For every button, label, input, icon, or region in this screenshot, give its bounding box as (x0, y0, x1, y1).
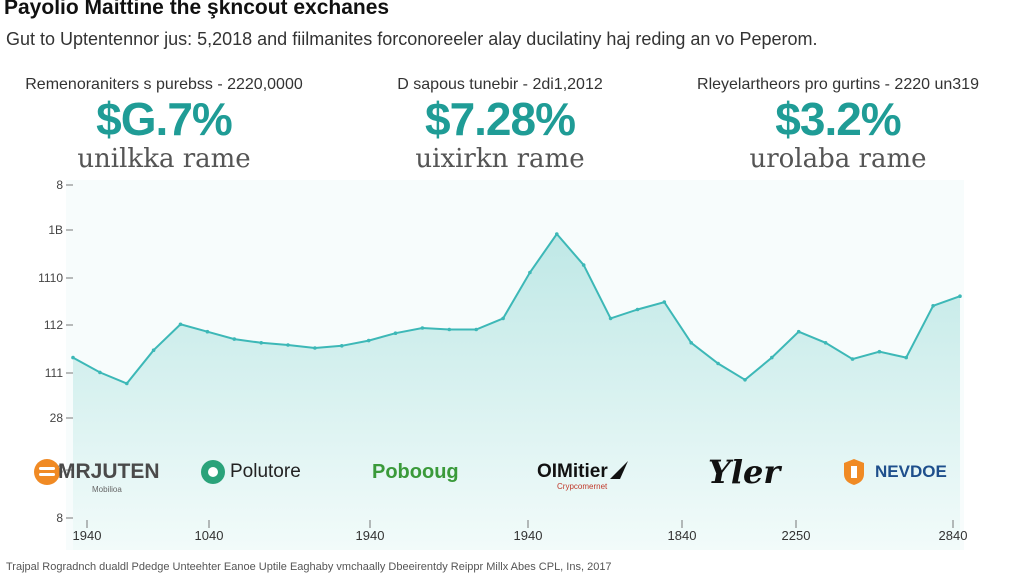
data-point (205, 329, 210, 334)
stat-caption: uixirkn rame (415, 144, 585, 174)
y-tick-label: 8 (56, 511, 63, 525)
x-tick-label: 1940 (356, 528, 385, 543)
stat-card-3: Rleyelartheors pro gurtins - 2220 un319 … (678, 76, 998, 174)
stat-value: $7.28% (424, 93, 576, 145)
logo-text: OIMitier (537, 461, 608, 482)
data-point (555, 232, 559, 236)
data-point (689, 341, 693, 345)
logo-text: Polutore (230, 461, 301, 482)
data-point (286, 343, 290, 347)
data-point (608, 316, 613, 321)
data-point (958, 294, 962, 299)
logo-mrjuten: MRJUTEN Mobilioa (32, 455, 160, 494)
data-point (743, 378, 747, 382)
stat-caption: unilkka rame (77, 144, 251, 174)
data-point (528, 270, 532, 275)
data-point (823, 341, 828, 345)
green-circle-icon (201, 460, 225, 484)
data-point (340, 344, 344, 348)
data-point (151, 348, 156, 353)
data-point (98, 370, 102, 375)
data-point (232, 337, 237, 341)
y-tick-label: 112 (44, 318, 63, 332)
y-tick-label: 1110 (38, 271, 63, 285)
stat-value: $3.2% (775, 93, 901, 145)
stat-label: Remenoraniters s purebss - 2220,0000 (25, 76, 303, 93)
logo-polutore: Polutore (200, 455, 301, 489)
x-tick-label: 1040 (195, 528, 224, 543)
stat-caption: urolaba rame (749, 144, 927, 174)
logo-text: NEVDOE (875, 462, 947, 481)
page-subtitle: Gut to Uptentennor jus: 5,2018 and fiilm… (6, 29, 818, 49)
data-point (393, 331, 398, 336)
data-point (770, 355, 774, 360)
logo-nevdoe: NEVDOE (843, 455, 947, 489)
x-tick-label: 2840 (939, 528, 968, 543)
data-point (447, 327, 452, 332)
logo-oimitier: OIMitier Crypcomernet (537, 455, 630, 491)
data-point (662, 300, 667, 304)
y-tick-label: 8 (56, 178, 63, 192)
data-point (635, 307, 640, 312)
data-point (178, 322, 183, 327)
logo-yler: Yler (708, 453, 781, 491)
data-point (366, 338, 371, 343)
data-point (501, 316, 505, 321)
stat-label: Rleyelartheors pro gurtins - 2220 un319 (697, 76, 979, 93)
orange-shield-icon (844, 459, 864, 485)
y-tick-label: 111 (45, 366, 64, 380)
data-point (420, 326, 425, 330)
x-tick-label: 1840 (668, 528, 697, 543)
page-title: Payolio Maittine the şkncout exchanes (4, 0, 390, 19)
data-point (259, 341, 264, 345)
data-point (877, 349, 882, 354)
data-point (313, 346, 317, 350)
data-point (796, 329, 801, 334)
logo-subtext: Crypcomernet (557, 482, 608, 491)
series-line (72, 232, 961, 385)
stat-card-1: Remenoraniters s purebss - 2220,0000 $G.… (14, 76, 314, 174)
orange-burger-icon (34, 459, 60, 485)
data-point (931, 304, 935, 308)
data-point (71, 355, 75, 360)
area-fill (73, 234, 960, 550)
stat-card-2: D sapous tunebir - 2di1,2012 $7.28% uixi… (350, 76, 650, 174)
data-point (125, 381, 129, 386)
x-tick-label: 1940 (73, 528, 102, 543)
y-tick-label: 1B (48, 223, 63, 237)
data-point (581, 263, 586, 267)
logo-text: Yler (708, 453, 781, 491)
stat-label: D sapous tunebir - 2di1,2012 (397, 76, 603, 93)
logo-pobooug: Pobooug (372, 455, 459, 489)
data-point (716, 361, 720, 366)
footer-note: Trajpal Rogradnch dualdl Pdedge Unteehte… (6, 561, 612, 573)
logo-text: MRJUTEN (58, 460, 160, 483)
x-tick-label: 2250 (782, 528, 811, 543)
data-point (850, 357, 855, 361)
y-tick-label: 28 (50, 411, 64, 425)
bird-icon (609, 461, 628, 479)
data-point (904, 355, 908, 360)
data-point (474, 327, 479, 332)
stat-value: $G.7% (96, 93, 233, 145)
logo-subtext: Mobilioa (92, 485, 122, 494)
x-tick-label: 1940 (514, 528, 543, 543)
logo-text: Pobooug (372, 460, 459, 483)
